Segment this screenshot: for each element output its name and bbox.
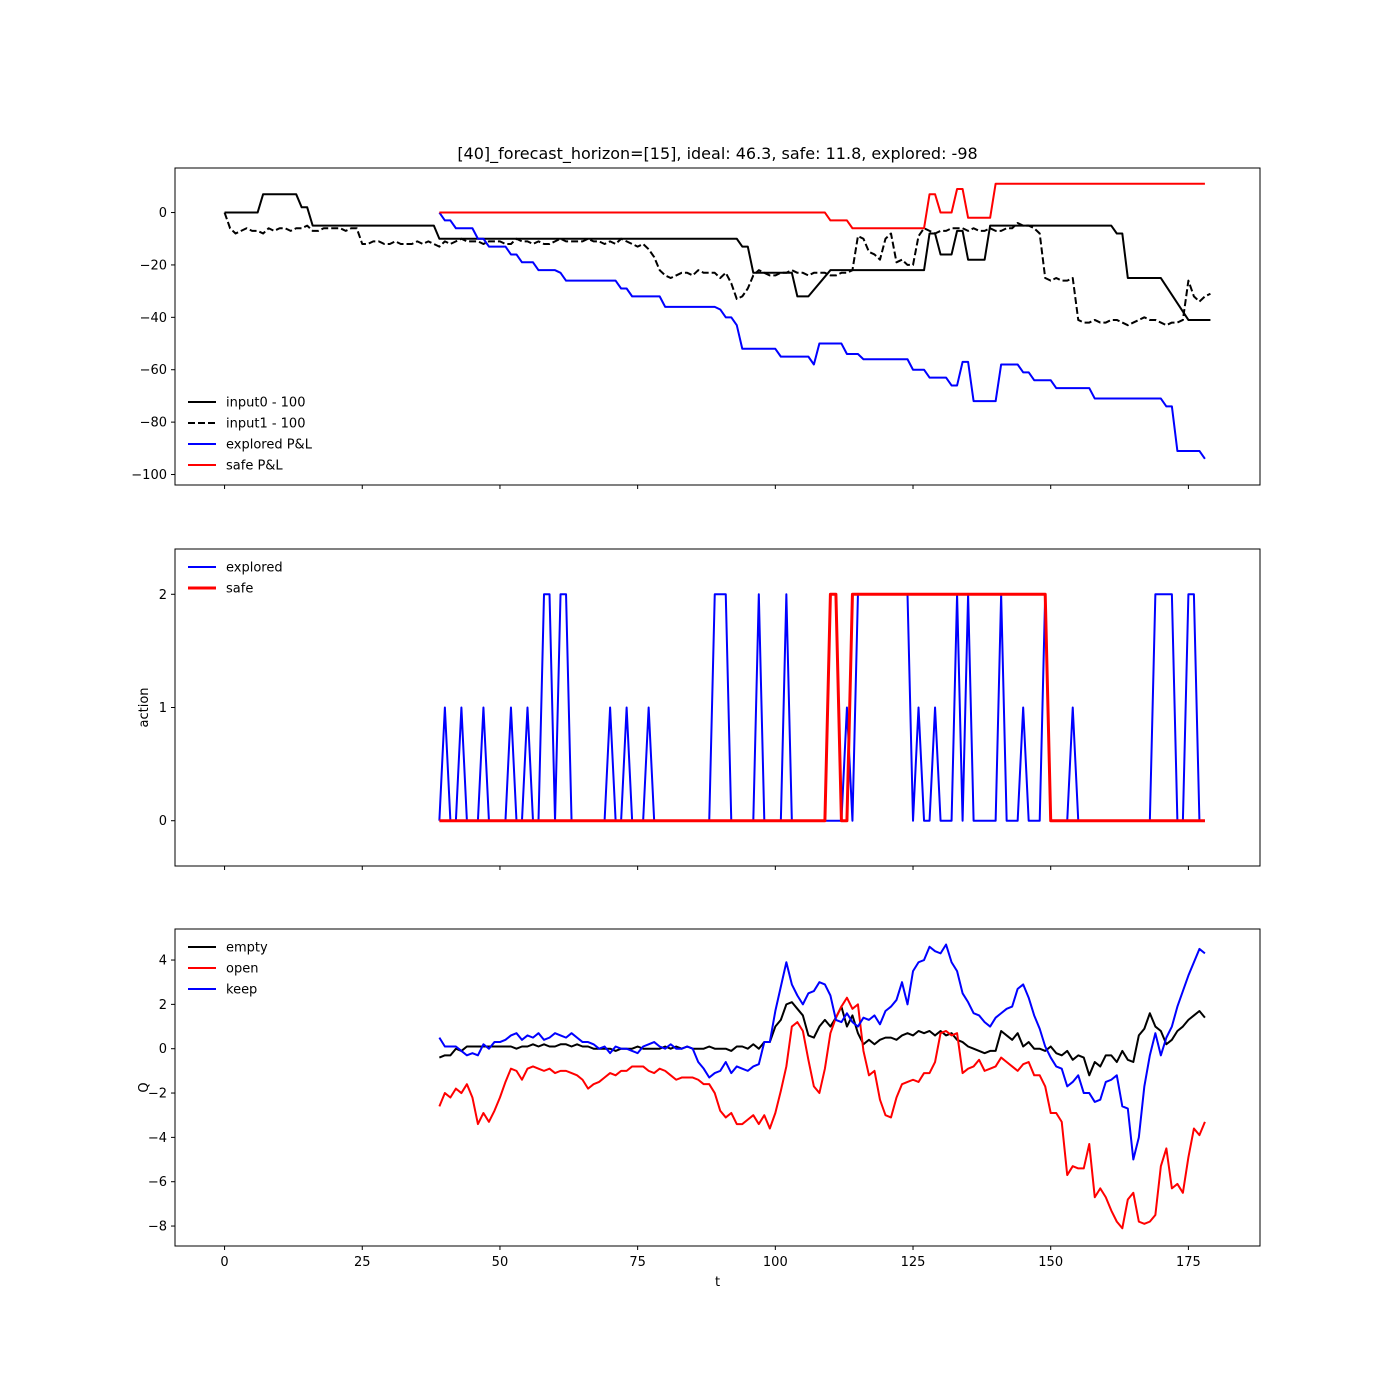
x-tick-label: 100 [763, 1255, 788, 1270]
y-tick-label: 4 [159, 954, 167, 969]
axes-frame [174, 548, 1261, 867]
series-line-input0-100 [224, 193, 1211, 321]
axes-frame [174, 167, 1261, 486]
legend-label: explored P&L [226, 438, 313, 453]
series-line-empty [438, 1001, 1206, 1077]
series-line-explored [438, 593, 1205, 822]
x-tick-label: 150 [1038, 1255, 1063, 1270]
legend-label: explored [226, 561, 283, 576]
x-tick-label: 0 [220, 1255, 228, 1270]
y-axis-label: Q [137, 1082, 152, 1092]
y-tick-label: −4 [148, 1131, 167, 1146]
y-tick-label: −60 [140, 363, 167, 378]
y-tick-label: −100 [131, 468, 167, 483]
subplot-3: 0 25 50 75 100 125 150 175 4 2 0 −2 −4 −6 −8 Qt empty ope… [137, 928, 1261, 1290]
legend-label: safe [226, 582, 253, 597]
legend-label: input0 - 100 [226, 396, 305, 411]
y-tick-label: 0 [159, 814, 167, 829]
legend-label: keep [226, 983, 257, 998]
x-axis-label: t [715, 1275, 720, 1290]
chart-title: [40]_forecast_horizon=[15], ideal: 46.3,… [457, 144, 977, 164]
x-tick-label: 25 [354, 1255, 371, 1270]
axes-frame [174, 928, 1261, 1247]
y-tick-label: 2 [159, 588, 167, 603]
legend-label: empty [226, 941, 268, 956]
subplot-2: 0 1 2 action explored safe [137, 548, 1261, 870]
legend-label: open [226, 962, 258, 977]
y-tick-label: −20 [140, 258, 167, 273]
y-tick-label: 1 [159, 701, 167, 716]
subplot-1: 0 −20 −40 −60 −80 −100 [40]_forecast_horizon=[… [131, 144, 1261, 489]
series-line-explored-p-l [438, 211, 1206, 460]
series-line-open [438, 996, 1206, 1230]
series-line-safe [439, 592, 1205, 823]
y-tick-label: 2 [159, 998, 167, 1013]
y-tick-label: −80 [140, 416, 167, 431]
y-axis-label: action [137, 687, 152, 727]
x-tick-label: 75 [629, 1255, 646, 1270]
series-line-keep [438, 943, 1206, 1161]
y-tick-label: −6 [148, 1175, 167, 1190]
y-tick-label: −8 [148, 1220, 167, 1235]
x-tick-label: 175 [1176, 1255, 1201, 1270]
x-tick-label: 50 [492, 1255, 509, 1270]
y-tick-label: −40 [140, 311, 167, 326]
y-tick-label: −2 [148, 1087, 167, 1102]
legend: explored safe [188, 561, 283, 597]
y-tick-label: 0 [159, 1042, 167, 1057]
legend: input0 - 100 input1 - 100 explored P&L safe… [188, 396, 313, 474]
legend-label: safe P&L [226, 459, 283, 474]
x-tick-label: 125 [901, 1255, 926, 1270]
y-tick-label: 0 [159, 206, 167, 221]
series-line-safe-p-l [439, 182, 1205, 230]
legend: empty open keep [188, 941, 268, 998]
legend-label: input1 - 100 [226, 417, 305, 432]
series-line-input1-100 [223, 212, 1211, 327]
